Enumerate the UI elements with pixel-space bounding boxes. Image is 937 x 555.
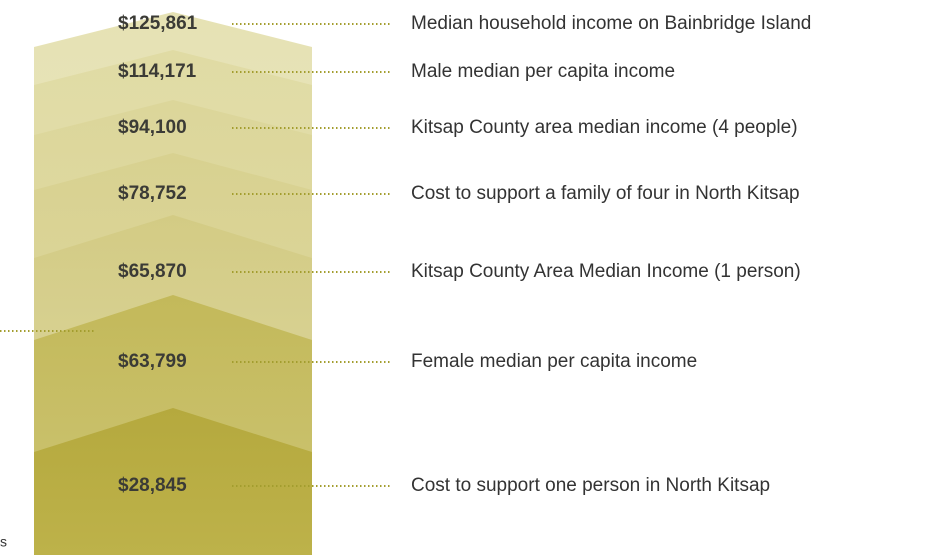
description: Female median per capita income [411,351,697,372]
description: Cost to support one person in North Kits… [411,475,770,496]
value-label: $63,799 [118,351,187,372]
value-label: $114,171 [118,61,197,82]
description: Male median per capita income [411,61,675,82]
value-label: $65,870 [118,261,187,282]
description: Kitsap County area median income (4 peop… [411,117,798,138]
value-label: $78,752 [118,183,187,204]
value-label: $125,861 [118,13,198,34]
description: Median household income on Bainbridge Is… [411,13,811,34]
rows: $125,861 Median household income on Bainb… [118,13,811,496]
value-label: $28,845 [118,475,187,496]
band [34,408,312,555]
description: Kitsap County Area Median Income (1 pers… [411,261,801,282]
value-label: $94,100 [118,117,187,138]
description: Cost to support a family of four in Nort… [411,183,800,204]
side-note: s [0,534,7,550]
column [34,12,312,555]
